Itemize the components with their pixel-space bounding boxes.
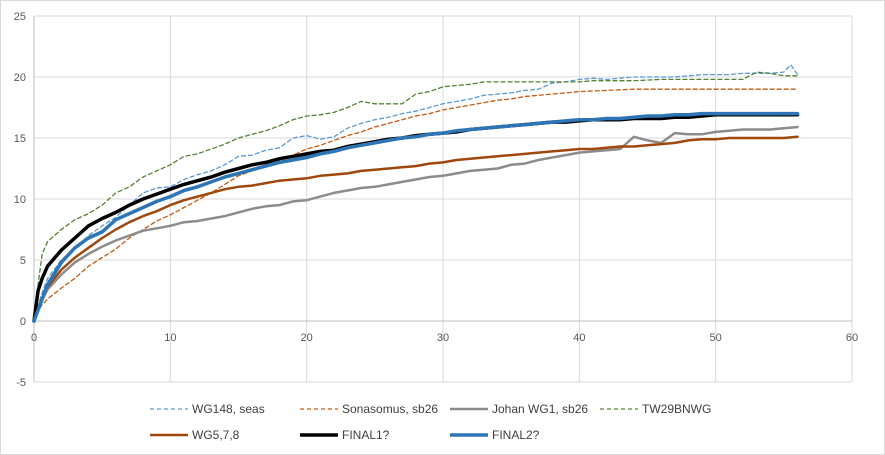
legend-label-7: FINAL2? (492, 428, 540, 442)
y-tick-label: 15 (14, 133, 26, 145)
x-tick-label: 40 (573, 332, 585, 344)
x-tick-label: 50 (710, 332, 722, 344)
y-tick-label: 10 (14, 194, 26, 206)
y-tick-label: 20 (14, 72, 26, 84)
legend-label-1: WG148, seas (192, 402, 265, 416)
x-tick-label: 0 (31, 332, 37, 344)
y-tick-label: -5 (16, 377, 26, 389)
x-tick-label: 30 (437, 332, 449, 344)
series-line-2 (33, 88, 799, 322)
y-tick-label: 0 (20, 316, 26, 328)
x-tick-label: 10 (164, 332, 176, 344)
legend-label-4: TW29BNWG (642, 402, 711, 416)
legend-label-5: WG5,7,8 (192, 428, 240, 442)
series-line-7 (32, 111, 800, 323)
x-tick-label: 20 (301, 332, 313, 344)
legend-label-2: Sonasomus, sb26 (342, 402, 438, 416)
x-tick-label: 60 (846, 332, 858, 344)
y-tick-label: 5 (20, 255, 26, 267)
series-lines (32, 64, 800, 323)
legend: WG148, seas Sonasomus, sb26 Johan WG1, sb2… (150, 402, 711, 442)
series-line-6 (32, 113, 800, 323)
series-line-1 (33, 64, 799, 322)
series-line-3 (32, 125, 799, 323)
y-tick-label: 25 (14, 11, 26, 23)
legend-label-3: Johan WG1, sb26 (492, 402, 588, 416)
legend-label-6: FINAL1? (342, 428, 390, 442)
series-line-5 (32, 135, 799, 323)
series-line-4 (33, 71, 799, 322)
grid (33, 15, 853, 383)
